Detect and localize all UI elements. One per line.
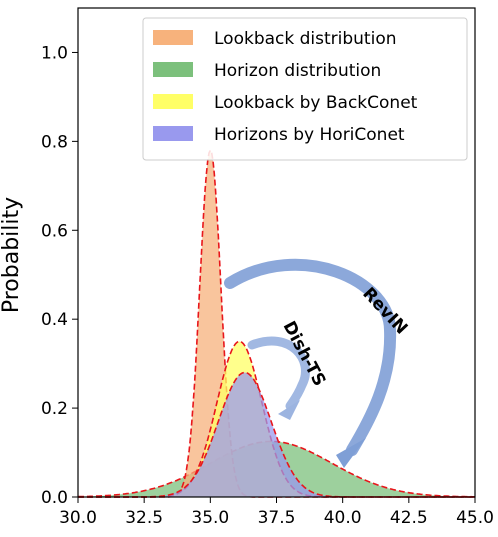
x-tick-label: 40.0 <box>324 508 362 528</box>
legend-label-horizon: Horizon distribution <box>214 61 381 81</box>
y-axis-title: Probability <box>0 197 24 313</box>
y-tick-label: 0.6 <box>41 221 68 241</box>
x-tick-label: 45.0 <box>456 508 494 528</box>
x-tick-label: 30.0 <box>59 508 97 528</box>
dish-ts-arrow <box>247 336 310 411</box>
revin-arrowhead <box>336 438 366 468</box>
legend-swatch-lookback <box>153 30 193 45</box>
dish-ts-arrowhead <box>278 400 300 420</box>
legend-item: Horizons by HoriConet <box>153 125 405 145</box>
y-tick-label: 0.0 <box>41 488 68 508</box>
series-layer <box>78 148 475 498</box>
legend-label-horiconet: Horizons by HoriConet <box>214 125 405 145</box>
x-tick-label: 35.0 <box>191 508 229 528</box>
y-tick-label: 1.0 <box>41 43 68 63</box>
x-tick-label: 42.5 <box>390 508 428 528</box>
legend-swatch-horiconet <box>153 126 193 141</box>
legend-label-lookback: Lookback distribution <box>214 29 397 49</box>
revin-arrow <box>224 258 397 456</box>
series-area-3 <box>78 372 475 497</box>
legend-swatch-horizon <box>153 62 193 77</box>
legend-swatch-backconet <box>153 94 193 109</box>
legend-item: Lookback distribution <box>153 29 397 49</box>
legend-item: Horizon distribution <box>153 61 381 81</box>
x-tick-label: 32.5 <box>125 508 163 528</box>
legend-item: Lookback by BackConet <box>153 93 418 113</box>
ticks-layer: 30.0 32.5 35.0 37.5 40.0 42.5 45.0 0.0 0.2 0.4 0.6… <box>41 43 494 528</box>
x-tick-label: 37.5 <box>258 508 296 528</box>
legend: Lookback distribution Horizon distributi… <box>142 17 468 161</box>
y-tick-label: 0.8 <box>41 132 68 152</box>
legend-box <box>142 17 468 161</box>
y-tick-label: 0.2 <box>41 399 68 419</box>
legend-label-backconet: Lookback by BackConet <box>214 93 418 113</box>
y-tick-label: 0.4 <box>41 310 68 330</box>
